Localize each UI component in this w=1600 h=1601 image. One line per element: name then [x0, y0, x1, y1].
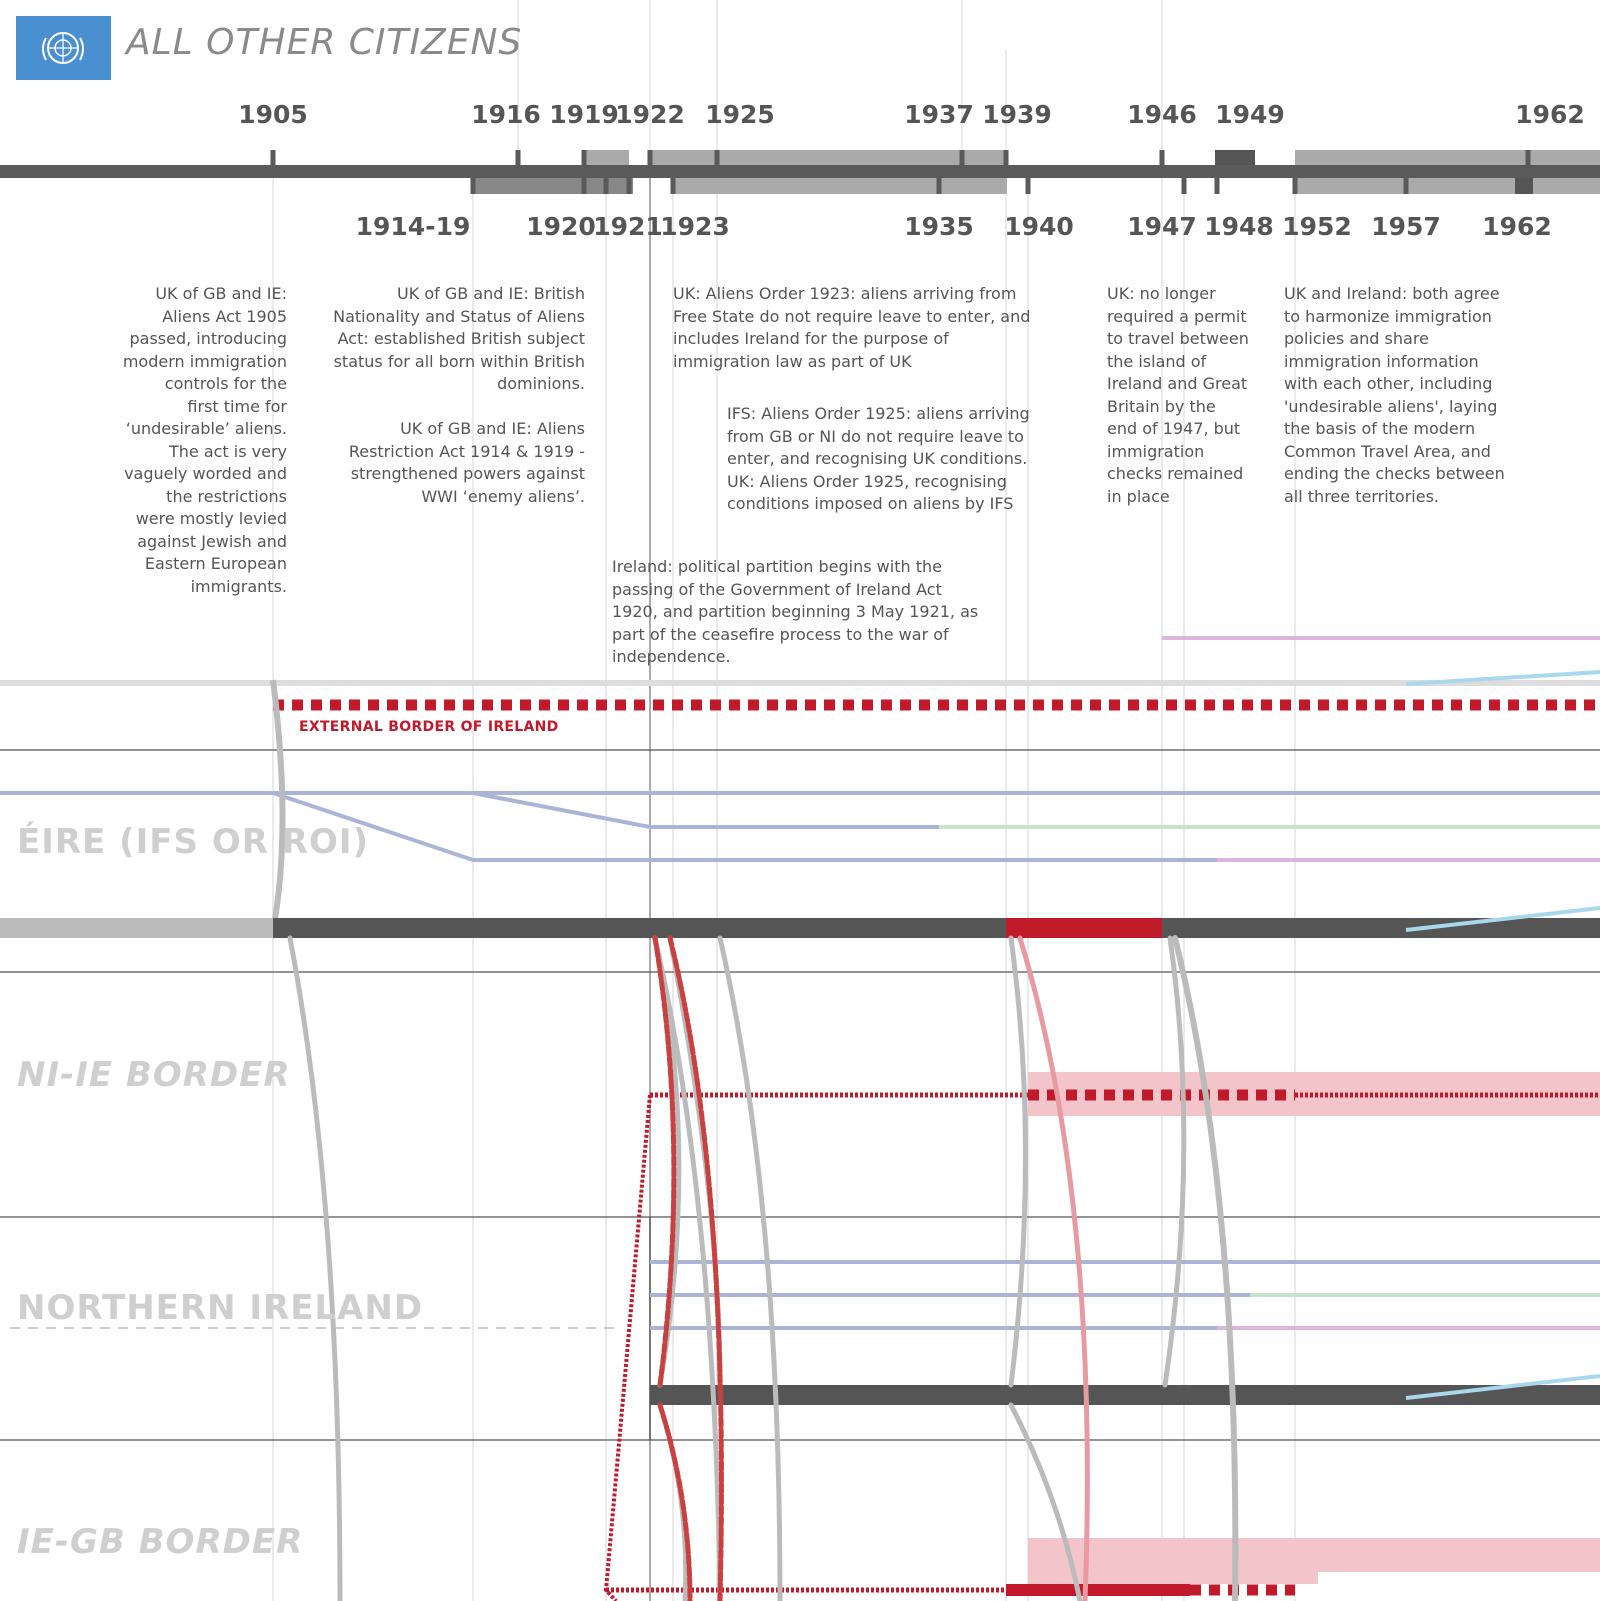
- eire-prebar: [0, 918, 273, 938]
- note-1923: UK: Aliens Order 1923: aliens arriving f…: [673, 284, 1031, 371]
- axis-bar: [0, 165, 1600, 178]
- band-1948-1949: [1215, 150, 1255, 165]
- band-1922-1939: [650, 150, 1007, 165]
- year-bottom: 1957: [1371, 212, 1441, 241]
- year-top: 1922: [615, 100, 685, 129]
- year-bottom: 1923: [660, 212, 730, 241]
- year-bottom: 1935: [904, 212, 974, 241]
- year-bottom: 1940: [1004, 212, 1074, 241]
- arc-1923-red: [652, 935, 677, 1388]
- year-bottom: 1962: [1482, 212, 1552, 241]
- year-bottom: 1948: [1204, 212, 1274, 241]
- band-1923-1939: [673, 178, 1007, 194]
- eire-lines: [0, 791, 1600, 862]
- axis-ticks: [270, 150, 1531, 194]
- cyan-line-ni: [1405, 1374, 1600, 1400]
- arc-1905: [287, 935, 343, 1601]
- region-northern-ireland: NORTHERN IRELAND: [17, 1288, 424, 1328]
- ni-lines: [650, 1260, 1600, 1330]
- cyan-line-top: [1405, 670, 1600, 686]
- band-1952-end: [1295, 150, 1600, 165]
- year-bottom: 1952: [1282, 212, 1352, 241]
- eire-bar: [273, 918, 1600, 938]
- year-top: 1937: [904, 100, 974, 129]
- ni-bar: [650, 1385, 1600, 1405]
- year-top: 1939: [982, 100, 1052, 129]
- eire-bar-red: [1006, 918, 1162, 938]
- uk-top-band: [0, 680, 1600, 686]
- eire-bracket: [270, 679, 286, 931]
- arcs: [287, 935, 1239, 1601]
- note-1914-nationality: UK of GB and IE: British Nationality and …: [333, 284, 585, 393]
- cyan-line-eire: [1405, 906, 1600, 932]
- band-1962-bot: [1515, 178, 1533, 194]
- note-1947: UK: no longer required a permit to travel …: [1107, 284, 1249, 506]
- year-top: 1916: [471, 100, 541, 129]
- year-bottom: 1914-19: [355, 212, 471, 241]
- page-title: ALL OTHER CITIZENS: [126, 22, 523, 63]
- year-bottom: 1920: [526, 212, 596, 241]
- timeline-axis: [0, 150, 1600, 194]
- note-1920-partition: Ireland: political partition begins with…: [612, 557, 979, 666]
- region-eire: ÉIRE (IFS OR ROI): [17, 822, 370, 862]
- band-1952-end-bot: [1295, 178, 1600, 194]
- year-bottom: 1921: [593, 212, 663, 241]
- year-top: 1949: [1215, 100, 1285, 129]
- un-emblem-icon: [16, 16, 111, 80]
- year-top: 1946: [1127, 100, 1197, 129]
- band-1914-1921: [473, 178, 633, 194]
- region-ni-ie-border: NI-IE BORDER: [17, 1055, 291, 1095]
- year-top: 1919: [549, 100, 619, 129]
- ie-gb-solid: [1006, 1584, 1190, 1596]
- year-bottom: 1947: [1127, 212, 1197, 241]
- note-1925: IFS: Aliens Order 1925: aliens arriving f…: [727, 404, 1030, 513]
- partition-outline: [603, 1094, 652, 1601]
- note-1905: UK of GB and IE: Aliens Act 1905 passed, i…: [122, 284, 287, 596]
- year-top: 1962: [1515, 100, 1585, 129]
- external-border-label: EXTERNAL BORDER OF IRELAND: [299, 719, 559, 735]
- region-ie-gb-border: IE-GB BORDER: [17, 1522, 304, 1562]
- note-1914-restriction: UK of GB and IE: Aliens Restriction Act 1…: [348, 419, 585, 506]
- band-1919-1921: [584, 150, 629, 165]
- note-1952: UK and Ireland: both agree to harmonize i…: [1284, 284, 1505, 506]
- ie-gb-pink-low: [1028, 1562, 1318, 1584]
- year-top: 1905: [238, 100, 308, 129]
- year-top: 1925: [705, 100, 775, 129]
